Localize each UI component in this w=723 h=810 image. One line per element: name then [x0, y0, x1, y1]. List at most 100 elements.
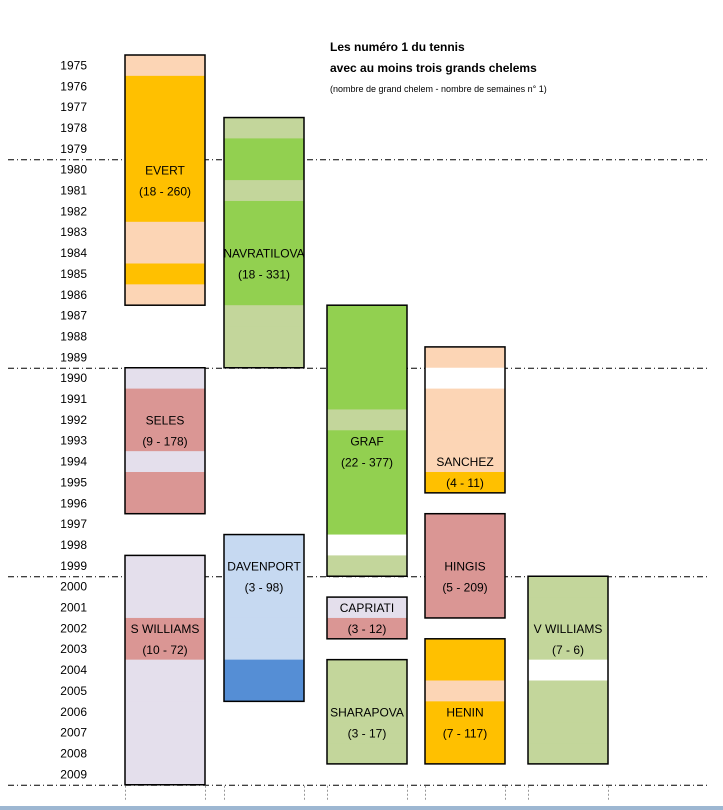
year-segment-hingis-1998: [425, 534, 505, 556]
player-frame-hingis: [424, 512, 506, 619]
player-name-henin: HENIN: [446, 705, 483, 719]
year-label-1980: 1980: [60, 163, 87, 177]
player-name-s-williams: S WILLIAMS: [131, 622, 200, 636]
year-segment-seles-1995: [125, 472, 205, 494]
year-segment-graf-1990: [327, 367, 407, 390]
year-segment-navratilova-1987: [224, 305, 304, 327]
year-label-1991: 1991: [60, 392, 87, 406]
year-axis: 1975 1976 1977 1978 1979 1980 1981 1982 1983 1984…: [60, 58, 87, 781]
year-segment-evert-1976: [125, 75, 205, 98]
year-segment-sharapova-2005: [327, 680, 407, 702]
player-frame-sanchez: [424, 346, 506, 494]
year-segment-navratilova-1978: [224, 117, 304, 139]
year-label-2001: 2001: [60, 601, 87, 615]
year-segment-v-williams-2004: [528, 659, 608, 682]
year-segment-sanchez-1993: [425, 430, 505, 452]
year-label-1990: 1990: [60, 371, 87, 385]
year-segment-graf-1998: [327, 534, 407, 556]
player-frame-davenport: [223, 533, 305, 703]
year-segment-evert-1986: [125, 284, 205, 306]
player-name-sharapova: SHARAPOVA: [330, 705, 404, 719]
bottom-rule: [0, 806, 723, 810]
year-segment-sanchez-1990: [425, 367, 505, 390]
player-stats-seles: (9 - 178): [142, 434, 187, 448]
year-label-1992: 1992: [60, 413, 87, 427]
player-frame-henin: [424, 638, 506, 765]
year-segment-henin-2003: [425, 638, 505, 661]
year-segment-navratilova-1981: [224, 180, 304, 202]
year-segment-sharapova-2004: [327, 659, 407, 682]
year-segment-henin-2008: [425, 743, 505, 765]
player-stats-s-williams: (10 - 72): [142, 643, 187, 657]
player-bar-henin: HENIN (7 - 117): [424, 638, 506, 765]
year-segment-v-williams-2005: [528, 680, 608, 702]
year-segment-seles-1994: [125, 451, 205, 473]
year-label-1976: 1976: [60, 79, 87, 93]
year-segment-graf-1989: [327, 346, 407, 369]
year-segment-sharapova-2007: [327, 722, 407, 744]
player-bar-evert: EVERT (18 - 260): [124, 54, 206, 306]
year-segment-s-williams-2000: [125, 576, 205, 598]
year-segment-v-williams-2007: [528, 722, 608, 744]
year-segment-evert-1979: [125, 138, 205, 160]
player-stats-hingis: (5 - 209): [442, 580, 487, 594]
player-name-evert: EVERT: [145, 163, 185, 177]
year-label-1987: 1987: [60, 309, 87, 323]
year-segment-s-williams-1999: [125, 555, 205, 577]
year-segment-sanchez-1994: [425, 451, 505, 473]
player-stats-v-williams: (7 - 6): [552, 643, 584, 657]
player-stats-graf: (22 - 377): [341, 455, 393, 469]
player-stats-navratilova: (18 - 331): [238, 268, 290, 282]
player-stats-davenport: (3 - 98): [245, 580, 284, 594]
year-segment-seles-1993: [125, 430, 205, 452]
year-segment-graf-1991: [327, 388, 407, 411]
year-segment-v-williams-2001: [528, 597, 608, 619]
year-segment-s-williams-2008: [125, 743, 205, 765]
player-bar-v-williams: V WILLIAMS (7 - 6): [527, 575, 609, 765]
year-label-1996: 1996: [60, 496, 87, 510]
player-name-seles: SELES: [146, 413, 185, 427]
player-frame-sharapova: [326, 658, 408, 765]
year-label-2002: 2002: [60, 621, 87, 635]
year-segment-hingis-1997: [425, 513, 505, 536]
player-bar-capriati: CAPRIATI (3 - 12): [326, 596, 408, 640]
year-segment-sanchez-1989: [425, 346, 505, 369]
year-label-2006: 2006: [60, 705, 87, 719]
year-segment-davenport-2005: [224, 680, 304, 702]
year-segment-s-williams-2005: [125, 680, 205, 702]
year-segment-graf-1994: [327, 451, 407, 473]
year-segment-navratilova-1985: [224, 263, 304, 285]
player-name-davenport: DAVENPORT: [227, 559, 301, 573]
year-segment-sanchez-1995: [425, 472, 505, 494]
year-segment-seles-1990: [125, 367, 205, 390]
year-label-2007: 2007: [60, 726, 87, 740]
player-name-v-williams: V WILLIAMS: [534, 622, 603, 636]
player-stats-sharapova: (3 - 17): [348, 726, 387, 740]
year-segment-s-williams-2004: [125, 659, 205, 682]
chart-note: (nombre de grand chelem - nombre de sema…: [330, 84, 547, 94]
year-segment-graf-1992: [327, 409, 407, 431]
year-segment-hingis-1999: [425, 555, 505, 577]
year-label-1999: 1999: [60, 559, 87, 573]
year-segment-graf-1987: [327, 305, 407, 327]
player-frame-v-williams: [527, 575, 609, 765]
year-segment-navratilova-1980: [224, 159, 304, 181]
year-label-1982: 1982: [60, 204, 87, 218]
year-segment-navratilova-1989: [224, 346, 304, 369]
year-segment-seles-1991: [125, 388, 205, 411]
year-segment-henin-2007: [425, 722, 505, 744]
year-segment-s-williams-2009: [125, 763, 205, 786]
year-segment-seles-1992: [125, 409, 205, 431]
year-label-1989: 1989: [60, 350, 87, 364]
year-segment-v-williams-2008: [528, 743, 608, 765]
year-segment-henin-2005: [425, 680, 505, 702]
player-stats-evert: (18 - 260): [139, 184, 191, 198]
year-segment-hingis-2001: [425, 597, 505, 619]
year-segment-davenport-2003: [224, 638, 304, 661]
year-segment-hingis-2000: [425, 576, 505, 598]
year-label-1977: 1977: [60, 100, 87, 114]
year-segment-davenport-2002: [224, 617, 304, 640]
year-label-1986: 1986: [60, 288, 87, 302]
year-segment-evert-1985: [125, 263, 205, 285]
year-segment-evert-1984: [125, 242, 205, 265]
